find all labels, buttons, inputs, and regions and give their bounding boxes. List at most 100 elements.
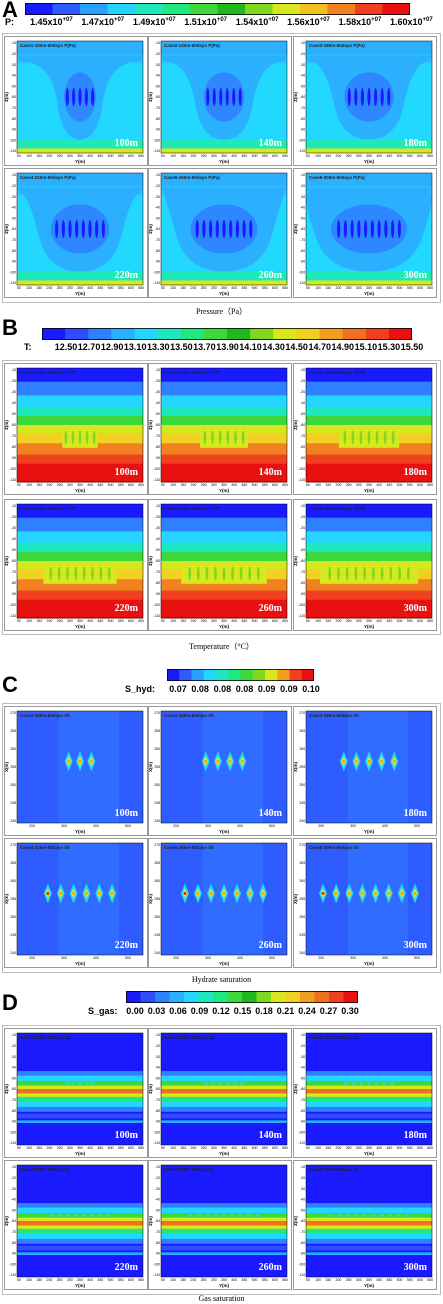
x-tick-label: 200 [191, 1146, 197, 1150]
y-tick-label: -10 [155, 1165, 160, 1169]
y-tick-label: -70 [11, 1098, 16, 1102]
colorbar-tick-label: 1.49x10+07 [132, 17, 176, 27]
y-tick-label: -10 [300, 1033, 305, 1037]
y-tick-label: -110 [153, 281, 160, 285]
gas-band [17, 1071, 143, 1076]
well-marker [246, 1214, 251, 1217]
temperature-colorbar [42, 327, 413, 340]
y-tick-label: -110 [298, 281, 305, 285]
temperature-band [17, 368, 143, 383]
x-tick-label: 500 [108, 483, 114, 487]
y-tick-label: -50 [155, 412, 160, 416]
y-tick-label: -20 [155, 1176, 160, 1180]
well-marker [72, 892, 75, 895]
subplot-svg: Case3-180m-60days T(oC) 180m 50 100 150 200 25… [293, 367, 433, 493]
y-tick-label: -10 [300, 368, 305, 372]
x-tick-label: 300 [350, 824, 356, 828]
well-marker [350, 220, 354, 238]
colorbar-swatch [277, 669, 290, 681]
pressure-caption: Pressure（Pa） [195, 307, 248, 316]
well-marker [345, 1214, 350, 1217]
x-tick-label: 300 [211, 1146, 217, 1150]
gas-band [17, 1207, 143, 1214]
well-marker [337, 220, 341, 238]
y-tick-label: -10 [11, 41, 16, 45]
gas-band [161, 1089, 287, 1094]
x-tick-label: 600 [272, 154, 278, 158]
x-tick-label: 250 [346, 483, 352, 487]
y-tick-label: -30 [155, 1187, 160, 1191]
well-marker [215, 220, 219, 238]
colorbar-swatch [388, 328, 413, 340]
plot-border [16, 503, 144, 619]
colorbar-tick-label: 0.06 [169, 1006, 187, 1016]
x-tick-label: 250 [57, 286, 63, 290]
colorbar-swatch [242, 991, 257, 1003]
temperature-band [161, 579, 287, 592]
x-tick-label: 500 [108, 1146, 114, 1150]
plot-border [305, 1164, 433, 1278]
subplot-220m: Case4-220m-60days Sg 220m 50 100 150 200 250 30… [4, 1160, 148, 1290]
x-tick-label: 450 [97, 483, 103, 487]
x-tick-label: 500 [108, 1278, 114, 1282]
y-tick-label: -110 [9, 1141, 16, 1145]
y-axis-label: X(m) [294, 893, 298, 904]
x-tick-label: 300 [350, 956, 356, 960]
colorbar-tick-label: 0.24 [298, 1006, 316, 1016]
x-axis-label: Y(m) [364, 961, 375, 966]
subplot-300m: Case6-300m-60days Sh 300m 200 300 400 500 270 2… [293, 838, 437, 968]
y-tick-label: -10 [11, 368, 16, 372]
x-tick-label: 250 [346, 1278, 352, 1282]
x-tick-label: 500 [125, 956, 131, 960]
y-tick-label: -80 [300, 1241, 305, 1245]
x-tick-label: 550 [262, 1146, 268, 1150]
well-marker [203, 1082, 208, 1085]
x-tick-label: 200 [29, 824, 35, 828]
gas-band [306, 1093, 432, 1098]
well-marker [61, 220, 65, 238]
x-tick-label: 300 [211, 483, 217, 487]
x-tick-label: 100 [170, 286, 176, 290]
colorbar-tick-label: 15.50 [400, 342, 424, 352]
x-tick-label: 200 [47, 1278, 53, 1282]
y-tick-label: -50 [155, 216, 160, 220]
gas-band [306, 1101, 432, 1108]
well-marker [345, 566, 349, 581]
y-tick-label: 240 [154, 951, 160, 955]
well-marker [57, 1214, 62, 1217]
y-tick-label: 265 [10, 729, 16, 733]
colorbar-svg [167, 669, 315, 681]
subplot-260m: Case5-260m-60days Sg 260m 50 100 150 200 250 30… [148, 1160, 292, 1290]
y-tick-label: -10 [11, 173, 16, 177]
y-tick-label: -60 [11, 227, 16, 231]
case-title: Case6-300m-60days Sh [309, 845, 359, 850]
subplot-svg: Case3-180m-60days Sg 180m 50 100 150 200 250 30… [293, 1032, 433, 1156]
x-tick-label: 450 [97, 286, 103, 290]
gas-colorbar [126, 990, 359, 1003]
x-tick-label: 450 [97, 1146, 103, 1150]
x-tick-label: 300 [356, 1278, 362, 1282]
colorbar-tick-label: 13.10 [123, 342, 147, 352]
y-axis-label: Z(m) [294, 92, 298, 102]
x-tick-label: 100 [170, 619, 176, 623]
y-tick-label: -100 [153, 138, 160, 142]
well-marker [367, 760, 371, 763]
well-marker [66, 566, 69, 581]
x-tick-label: 350 [221, 1278, 227, 1282]
x-tick-label: 250 [201, 154, 207, 158]
x-tick-label: 100 [26, 1146, 32, 1150]
x-tick-label: 650 [138, 1278, 144, 1282]
temperature-band [161, 368, 287, 383]
colorbar-swatch [134, 328, 159, 340]
field-band [17, 148, 143, 153]
subplot-100m: Case1-100m-60days Sh 100m 200 300 400 500 270 2… [4, 706, 148, 836]
well-marker [383, 430, 387, 445]
well-marker [230, 1214, 235, 1217]
x-tick-label: 600 [417, 1146, 423, 1150]
y-tick-label: -40 [155, 74, 160, 78]
well-marker [64, 430, 68, 445]
pressure-core [203, 72, 245, 122]
x-tick-label: 50 [161, 619, 165, 623]
panel-letter-c: C [2, 672, 18, 697]
spacing-label: 220m [115, 940, 139, 951]
